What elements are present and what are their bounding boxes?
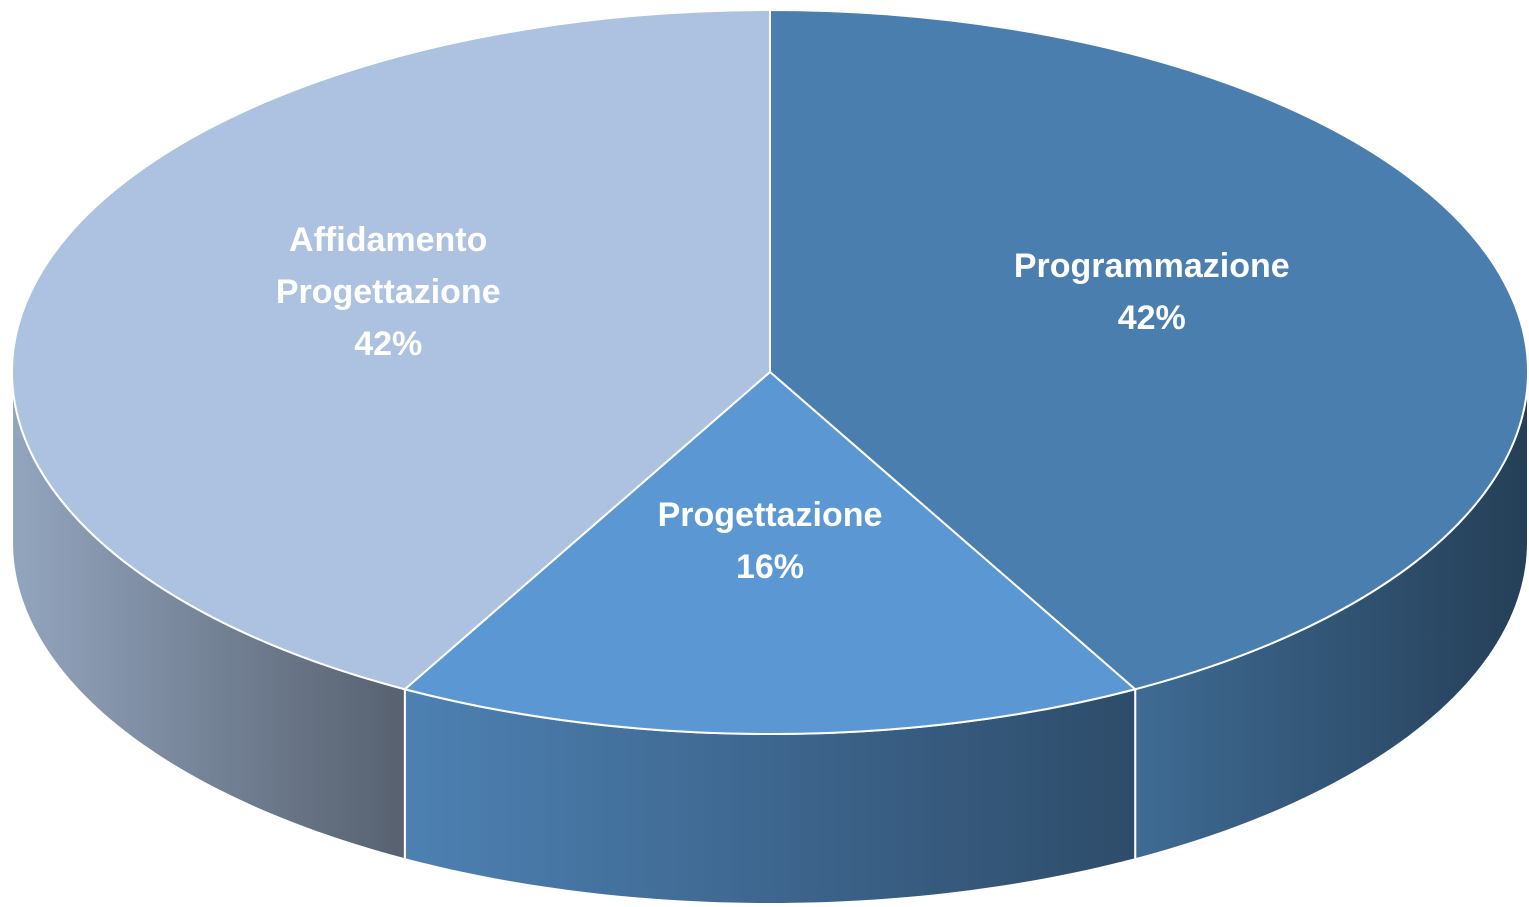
data-label: Programmazione 42% — [1014, 240, 1290, 344]
value-label: 42% — [1117, 299, 1186, 338]
category-label: Affidamento Progettazione — [275, 221, 501, 312]
value-label: 42% — [354, 325, 423, 364]
data-label: Affidamento Progettazione 42% — [228, 214, 548, 370]
data-label: Progettazione 16% — [658, 489, 883, 593]
category-label: Programmazione — [1013, 247, 1290, 286]
value-label: 16% — [735, 548, 805, 587]
pie-slice — [769, 8, 1529, 691]
pie-slice — [11, 8, 771, 691]
pie-slice — [402, 370, 1138, 736]
category-label: Progettazione — [657, 496, 883, 535]
